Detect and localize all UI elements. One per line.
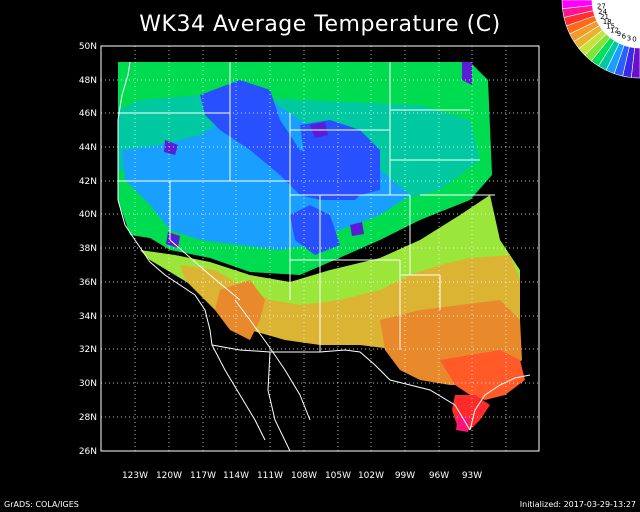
lon-label: 108W — [291, 471, 317, 481]
baja-coast — [211, 344, 266, 441]
lat-label: 30N — [79, 379, 97, 389]
lon-label: 111W — [257, 471, 283, 481]
field-orange — [215, 280, 265, 340]
legend-level-label: 6 — [622, 32, 627, 40]
legend-level-label: 27 — [597, 3, 606, 11]
lat-labels: 50N 48N 46N 44N 42N 40N 38N 36N 34N 32N … — [79, 42, 97, 457]
field-redorange — [440, 350, 525, 400]
field-blue-ne — [300, 120, 380, 195]
field-purple-5 — [462, 62, 472, 85]
lat-label: 32N — [79, 345, 97, 355]
field-lightblue — [122, 100, 410, 250]
ca-nv-line — [169, 239, 241, 301]
lon-label: 114W — [223, 471, 249, 481]
legend-level-label: 3 — [627, 34, 631, 42]
lat-label: 46N — [79, 109, 97, 119]
lon-labels: 123W 120W 117W 114W 111W 108W 105W 102W … — [122, 471, 482, 481]
field-purple-1 — [164, 140, 178, 155]
lat-label: 40N — [79, 210, 97, 220]
lon-label: 96W — [429, 471, 449, 481]
footer-initialized: Initialized: 2017-03-29-13:27 — [519, 500, 636, 509]
lon-label: 105W — [325, 471, 351, 481]
lat-label: 34N — [79, 312, 97, 322]
lon-label: 93W — [462, 471, 482, 481]
lon-label: 123W — [122, 471, 148, 481]
boundaries — [117, 61, 531, 452]
pacific-coastline — [117, 61, 213, 346]
lat-label: 28N — [79, 413, 97, 423]
lon-label: 99W — [395, 471, 415, 481]
legend-level-label: 0 — [632, 36, 636, 44]
legend-level-label: 21 — [600, 13, 609, 21]
field-purple-4 — [350, 222, 364, 236]
map-title: WK34 Average Temperature (C) — [139, 12, 501, 37]
legend-level-label: 24 — [598, 8, 607, 16]
gulf-coast — [469, 374, 531, 431]
lon-label: 117W — [190, 471, 216, 481]
lat-label: 38N — [79, 244, 97, 254]
legend-level-label: 18 — [603, 18, 612, 26]
field-blue-mid — [290, 205, 340, 255]
legend-level-label: 15 — [606, 23, 615, 31]
legend-level-label: 9 — [617, 30, 621, 38]
lat-label: 48N — [79, 76, 97, 86]
lat-label: 44N — [79, 143, 97, 153]
footer-credit: GrADS: COLA/IGES — [4, 500, 79, 509]
border-mexico-interior — [267, 351, 291, 452]
lat-label: 36N — [79, 278, 97, 288]
legend-label-bg — [592, 0, 640, 48]
lon-label: 102W — [358, 471, 384, 481]
field-magenta — [456, 415, 470, 432]
lon-label: 120W — [156, 471, 182, 481]
lat-label: 50N — [79, 42, 97, 52]
lat-label: 42N — [79, 177, 97, 187]
legend-level-label: 12 — [610, 26, 619, 34]
gulf-of-california — [234, 299, 311, 421]
lat-label: 26N — [79, 447, 97, 457]
